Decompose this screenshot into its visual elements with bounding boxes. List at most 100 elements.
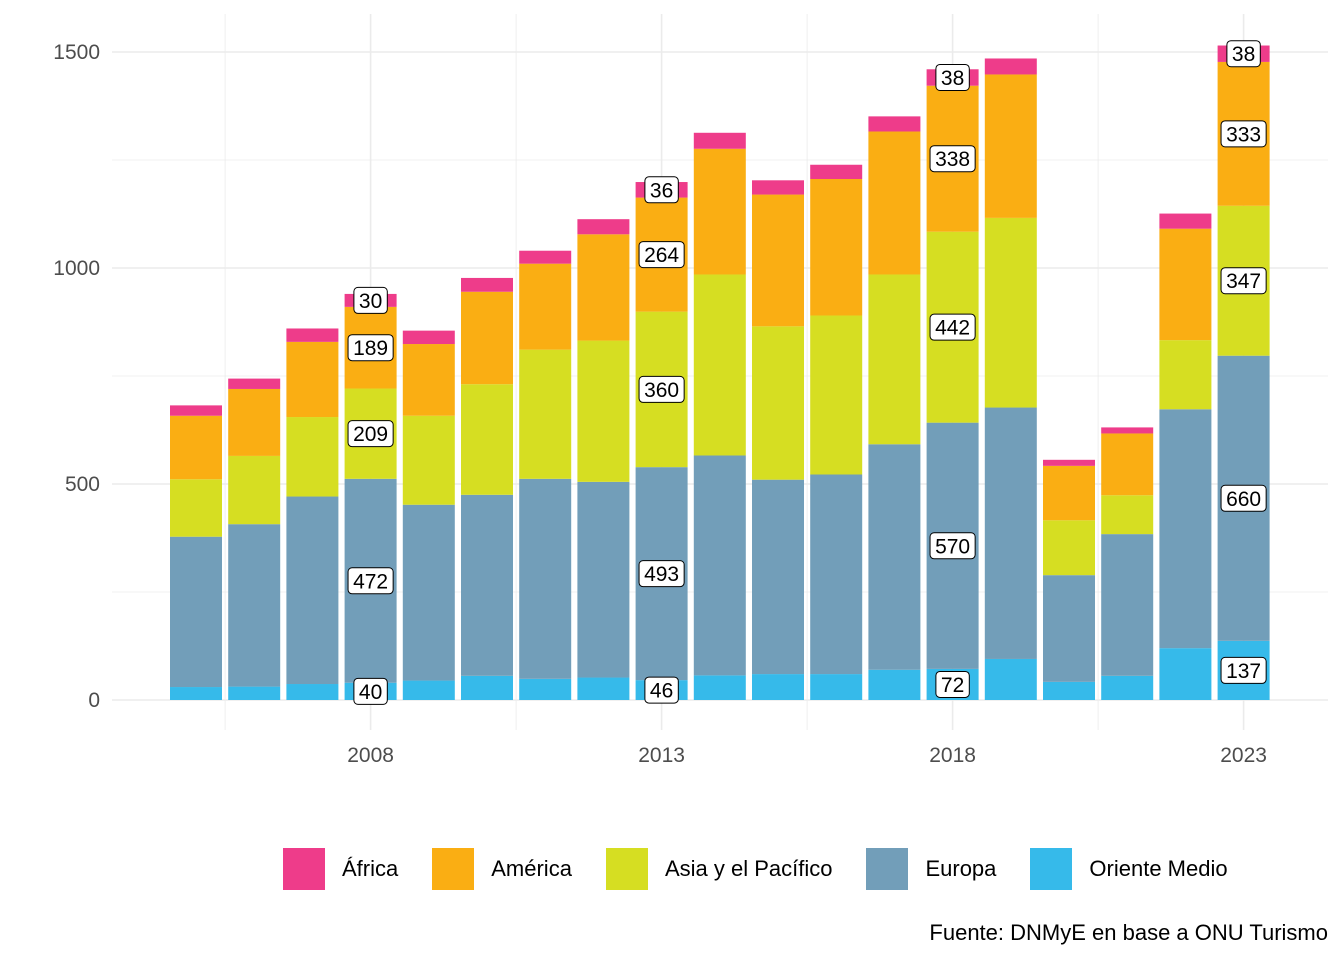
y-tick-label: 1000 [53,257,100,280]
bar-segment [519,263,572,350]
value-label-text: 472 [353,570,388,593]
value-label-text: 38 [941,67,964,90]
bar-segment [170,405,222,416]
value-label: 660 [1220,484,1267,512]
bar-segment [228,455,281,525]
value-label: 137 [1220,656,1267,684]
bar-segment [286,328,339,342]
bar-segment [170,536,222,688]
value-label: 38 [1226,40,1261,68]
value-label-box [1220,484,1267,512]
value-label: 189 [347,334,394,362]
y-tick-label: 500 [65,473,100,496]
value-label: 338 [929,145,976,173]
value-label-text: 38 [1232,43,1255,66]
bar-segment [286,684,339,700]
value-label-box [935,63,970,91]
value-label-box [929,313,976,341]
bar-segment [461,277,513,292]
bar-segment [984,58,1037,75]
legend: África América Asia y el Pacífico Europa Ori… [283,848,1262,890]
bar-segment [402,330,455,345]
value-label-text: 72 [941,674,964,697]
bar-segment [810,674,863,700]
value-label-box [1226,40,1261,68]
value-label-box [1220,120,1267,148]
value-label: 72 [935,670,970,698]
bar-segment [984,407,1037,659]
bar-segment [1043,575,1095,682]
legend-item: América [432,848,572,890]
bar-segment [1043,465,1095,521]
bar-segment [752,326,804,480]
bar-segment [1159,648,1212,700]
bar-segment [1043,459,1095,466]
bar-segment [752,674,804,700]
bar-segment [402,415,455,505]
legend-item: Asia y el Pacífico [605,848,833,890]
bars [170,45,1270,700]
value-label: 493 [638,560,685,588]
bar-segment [170,479,222,537]
bar-segment [577,219,630,235]
value-label: 38 [935,63,970,91]
bar-segment [1159,340,1212,410]
value-label-text: 40 [359,681,382,704]
bar-segment [1159,409,1212,649]
bar-segment [868,444,921,670]
bar-segment [519,250,572,264]
legend-item: África [283,848,398,890]
value-label: 30 [353,286,388,314]
bar-segment [402,344,455,416]
legend-item: Oriente Medio [1030,848,1228,890]
value-label-text: 347 [1226,270,1261,293]
x-tick-label: 2023 [1220,744,1267,767]
bar-segment [984,658,1037,700]
bar-segment [1043,520,1095,576]
x-tick-label: 2008 [347,744,394,767]
bar-segment [1159,213,1212,229]
bar-segment [693,132,746,149]
bar-segment [868,116,921,132]
value-label-box [929,145,976,173]
legend-item: Europa [866,848,996,890]
bar-segment [170,415,222,480]
bar-segment [1101,427,1154,434]
bar-segment [519,349,572,479]
stacked-bar-chart: 0 500 1000 1500 2008 2013 2018 2023 40 472 209 18… [53,14,1328,767]
bar-segment [577,677,630,700]
value-label-box [347,420,394,448]
bar-segment [868,669,921,700]
bar-segment [228,524,281,687]
bar-segment [984,217,1037,408]
bar-segment [693,675,746,700]
value-label-text: 442 [935,317,970,340]
value-label-box [638,241,685,269]
bar-segment [1043,681,1095,700]
value-label: 36 [644,176,679,204]
bar-segment [752,180,804,195]
y-axis-ticks: 0 500 1000 1500 [53,41,100,712]
value-label-box [347,567,394,595]
bar-segment [228,378,281,389]
bar-segment [752,194,804,327]
y-tick-label: 1500 [53,41,100,64]
value-label-text: 36 [650,179,673,202]
bar-segment [519,478,572,679]
bar-segment [286,417,339,497]
value-label-text: 493 [644,563,679,586]
value-label-text: 46 [650,680,673,703]
bar-segment [461,384,513,495]
bar-segment [1101,534,1154,676]
bar-segment [519,678,572,700]
value-label: 333 [1220,120,1267,148]
value-label: 360 [638,375,685,403]
bar-segment [868,274,921,445]
value-label-text: 209 [353,423,388,446]
bar-segment [810,315,863,475]
bar-segment [810,179,863,316]
value-label: 46 [644,676,679,704]
bar-segment [810,474,863,675]
legend-label: Asia y el Pacífico [664,856,833,881]
bar-segment [286,496,339,685]
